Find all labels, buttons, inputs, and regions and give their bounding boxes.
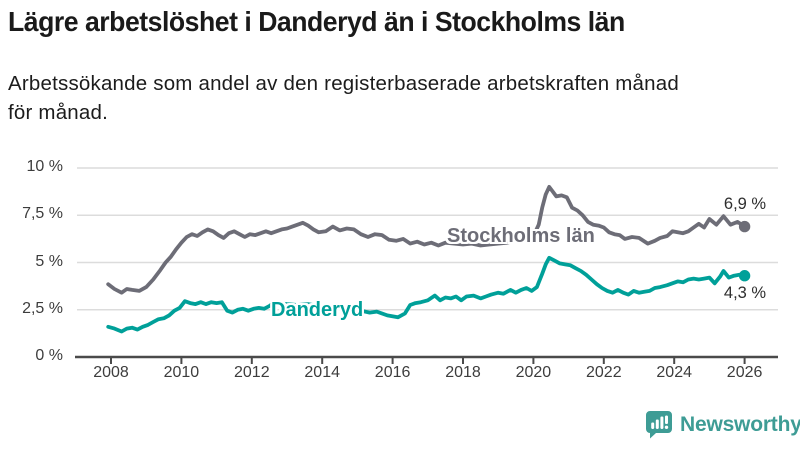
end-value-label-danderyd: 4,3 %	[723, 284, 767, 302]
chart-subtitle-line1: Arbetssökande som andel av den registerb…	[8, 72, 679, 95]
newsworthy-logo-text: Newsworthy	[680, 412, 800, 436]
y-tick-label: 5 %	[35, 252, 63, 270]
x-tick-label: 2016	[374, 364, 411, 381]
x-tick-label: 2026	[726, 364, 763, 381]
y-axis-labels: 10 % 7,5 % 5 % 2,5 % 0 %	[0, 0, 63, 400]
series-line-danderyd	[106, 255, 747, 334]
series-end-dot-danderyd	[738, 270, 751, 282]
x-tick-label: 2018	[445, 364, 481, 381]
x-tick-label: 2014	[304, 364, 340, 381]
series-label-stockholms-lan: Stockholms län	[447, 225, 595, 247]
newsworthy-logo: Newsworthy	[645, 410, 800, 439]
x-tick-label: 2022	[586, 364, 622, 381]
chart-subtitle-line2: för månad.	[8, 101, 108, 124]
end-value-label-stockholms-lan: 6,9 %	[723, 195, 767, 213]
series-label-danderyd: Danderyd	[271, 299, 364, 321]
page-title: Lägre arbetslöshet i Danderyd än i Stock…	[8, 6, 625, 37]
x-tick-label: 2024	[656, 364, 692, 381]
y-tick-label: 0 %	[35, 347, 63, 364]
x-tick-label: 2008	[93, 364, 129, 381]
y-tick-label: 10 %	[26, 158, 63, 175]
x-tick-label: 2010	[163, 364, 200, 381]
y-tick-label: 2,5 %	[22, 299, 63, 317]
series-end-dot-stockholms-lan	[738, 220, 751, 233]
y-tick-label: 7,5 %	[22, 205, 63, 223]
series-line-stockholms-lan	[106, 185, 747, 295]
x-tick-label: 2020	[515, 364, 552, 381]
x-tick-label: 2012	[234, 364, 270, 381]
newsworthy-chart-bubble-icon	[646, 411, 672, 439]
